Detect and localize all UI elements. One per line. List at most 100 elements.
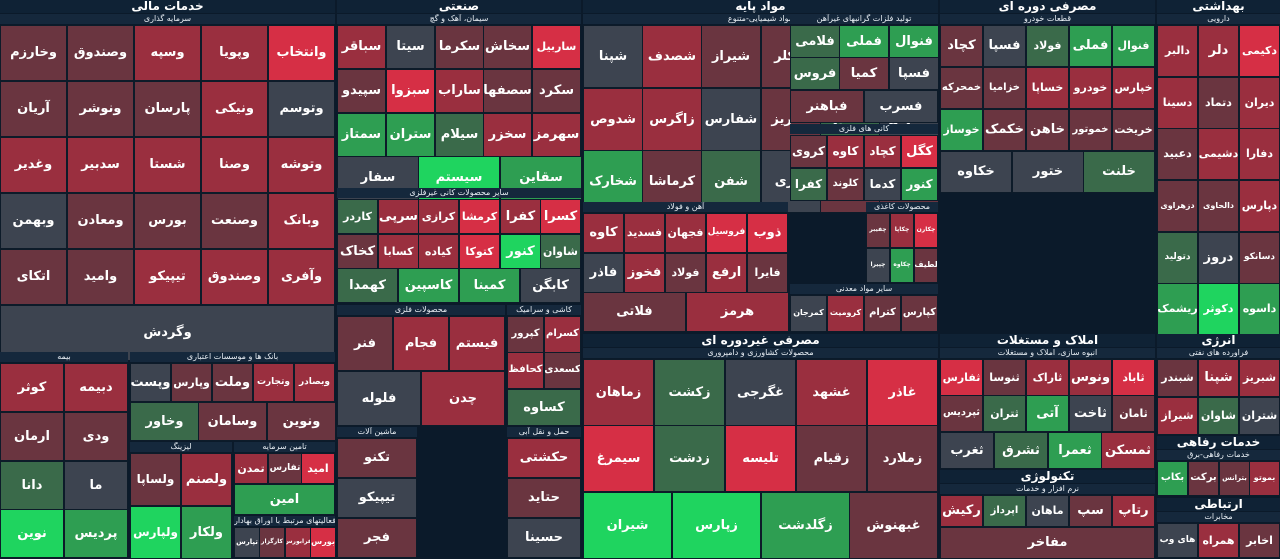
- sector3-tile[interactable]: خکاوه: [940, 151, 1012, 193]
- sector1-tile[interactable]: سخزر: [483, 113, 532, 157]
- group14-tile[interactable]: تکنو: [337, 438, 417, 478]
- sector0-tile[interactable]: وصندوق: [201, 249, 268, 305]
- group13-tile[interactable]: حکشتی: [507, 438, 581, 478]
- group0-tile[interactable]: پردیس: [64, 509, 128, 558]
- bottom2-tile[interactable]: شبندر: [1157, 359, 1198, 397]
- group0-tile[interactable]: ودی: [64, 412, 128, 461]
- group5-tile[interactable]: کمینا: [459, 268, 520, 303]
- sector0-tile[interactable]: تیپیکو: [134, 249, 201, 305]
- group5-tile[interactable]: کاردر: [337, 199, 378, 234]
- sector1-tile[interactable]: سمتاز: [337, 113, 386, 157]
- sector0-tile[interactable]: شستا: [134, 137, 201, 193]
- group8-tile[interactable]: کاوه: [827, 135, 864, 168]
- sector0-tile[interactable]: وغدیر: [0, 137, 67, 193]
- sector3-tile[interactable]: فنوال: [1112, 25, 1155, 67]
- group8-tile[interactable]: کچاد: [864, 135, 901, 168]
- bottom1-tile[interactable]: ونوس: [1069, 359, 1112, 396]
- group6-tile[interactable]: فلاتی: [583, 292, 686, 332]
- group13-tile[interactable]: حتاید: [507, 478, 581, 518]
- sector1-tile[interactable]: سیلام: [435, 113, 484, 157]
- sector1-tile[interactable]: ستران: [386, 113, 435, 157]
- sector4-tile[interactable]: دسانکو: [1239, 232, 1280, 284]
- group5-tile[interactable]: کخاک: [337, 234, 378, 269]
- sector3-tile[interactable]: خساپا: [1026, 67, 1069, 109]
- bottom2-tile[interactable]: شبریز: [1239, 359, 1280, 397]
- group6-tile[interactable]: فخوز: [624, 253, 665, 293]
- sector0-tile[interactable]: وتوشه: [268, 137, 335, 193]
- group1-tile[interactable]: وملت: [212, 363, 253, 402]
- group6-tile[interactable]: فایرا: [747, 253, 788, 293]
- group12-tile[interactable]: کسعدی: [544, 352, 581, 389]
- bottom3-tile[interactable]: ماهان: [1026, 495, 1069, 527]
- group7-tile[interactable]: فروس: [790, 57, 840, 90]
- sector0-tile[interactable]: وانتخاب: [268, 25, 335, 81]
- sector4-tile[interactable]: دروز: [1198, 232, 1239, 284]
- group5-tile[interactable]: کیاده: [418, 234, 459, 269]
- bottom3-tile[interactable]: اپرداز: [983, 495, 1026, 527]
- group7-tile[interactable]: فلامی: [790, 25, 840, 58]
- sector2-tile[interactable]: شفارس: [701, 88, 761, 151]
- sector0-tile[interactable]: وپویا: [201, 25, 268, 81]
- bottom0-tile[interactable]: غشهد: [796, 359, 867, 426]
- bottom3-tile[interactable]: سپ: [1069, 495, 1112, 527]
- sector4-tile[interactable]: ریشمک: [1157, 283, 1198, 335]
- group12-tile[interactable]: کحافظ: [507, 352, 544, 389]
- bottom0-tile[interactable]: تلیسه: [725, 425, 796, 492]
- bottom1-tile[interactable]: ثمسکن: [1101, 432, 1155, 469]
- sector1-tile[interactable]: سکرد: [532, 69, 581, 113]
- bottom0-tile[interactable]: شیران: [583, 492, 672, 559]
- sector2-tile[interactable]: شدوص: [583, 88, 643, 151]
- sector1-tile[interactable]: ساراب: [435, 69, 484, 113]
- sector3-tile[interactable]: خمحرکه: [940, 67, 983, 109]
- group11-tile[interactable]: چدن: [421, 371, 505, 426]
- sector4-tile[interactable]: دکیمی: [1239, 25, 1280, 77]
- group0-tile[interactable]: ما: [64, 461, 128, 510]
- group8-tile[interactable]: کروی: [790, 135, 827, 168]
- sector2-tile[interactable]: شپنا: [583, 25, 643, 88]
- group9-tile[interactable]: کرومیت: [827, 295, 864, 332]
- sector3-tile[interactable]: کچاد: [940, 25, 983, 67]
- bottom1-tile[interactable]: آتی: [1026, 395, 1069, 432]
- bottom4-tile[interactable]: بترانس: [1219, 461, 1250, 496]
- group8-tile[interactable]: کفرا: [790, 168, 827, 201]
- group3-tile[interactable]: امین: [234, 484, 335, 515]
- group1-tile[interactable]: وبصادر: [294, 363, 335, 402]
- sector0-tile[interactable]: وامید: [67, 249, 134, 305]
- bottom5-tile[interactable]: همراه: [1198, 523, 1239, 558]
- sector1-tile[interactable]: سبزوا: [386, 69, 435, 113]
- sector3-tile[interactable]: فسپا: [983, 25, 1026, 67]
- sector4-tile[interactable]: دسینا: [1157, 77, 1198, 129]
- sector4-tile[interactable]: دالحاوی: [1198, 180, 1239, 232]
- sector3-tile[interactable]: خودرو: [1069, 67, 1112, 109]
- bottom2-tile[interactable]: شاوان: [1198, 397, 1239, 435]
- group7-tile[interactable]: فباهنر: [790, 90, 864, 123]
- sector1-tile[interactable]: سکرما: [435, 25, 484, 69]
- sector1-tile[interactable]: سیتا: [386, 25, 435, 69]
- sector4-tile[interactable]: دعبید: [1157, 128, 1198, 180]
- group8-tile[interactable]: کنور: [901, 168, 938, 201]
- sector4-tile[interactable]: دتولید: [1157, 232, 1198, 284]
- group1-tile[interactable]: وپست: [130, 363, 171, 402]
- sector3-tile[interactable]: خموتور: [1069, 109, 1112, 151]
- group2-tile[interactable]: ولپارس: [130, 506, 181, 559]
- group5-tile[interactable]: کرازی: [418, 199, 459, 234]
- group5-tile[interactable]: کفرا: [500, 199, 541, 234]
- sector0-tile[interactable]: ونوشر: [67, 81, 134, 137]
- group1-tile[interactable]: وپارس: [171, 363, 212, 402]
- bottom0-tile[interactable]: زدشت: [654, 425, 725, 492]
- bottom1-tile[interactable]: ثاباد: [1112, 359, 1155, 396]
- group0-tile[interactable]: کوثر: [0, 363, 64, 412]
- sector0-tile[interactable]: پارسان: [134, 81, 201, 137]
- sector0-tile[interactable]: وتوسم: [268, 81, 335, 137]
- group6-tile[interactable]: ارفع: [706, 253, 747, 293]
- group6-tile[interactable]: فولاد: [665, 253, 706, 293]
- group8-tile[interactable]: کدما: [864, 168, 901, 201]
- sector4-tile[interactable]: دلر: [1198, 25, 1239, 77]
- bottom4-tile[interactable]: بموتو: [1249, 461, 1280, 496]
- sector0-tile[interactable]: وخارزم: [0, 25, 67, 81]
- sector3-tile[interactable]: خلنت: [1083, 151, 1155, 193]
- group7-tile[interactable]: کمیا: [839, 57, 889, 90]
- bottom0-tile[interactable]: غبهنوش: [849, 492, 938, 559]
- sector0-tile[interactable]: آریان: [0, 81, 67, 137]
- group12-tile[interactable]: کسرام: [544, 316, 581, 353]
